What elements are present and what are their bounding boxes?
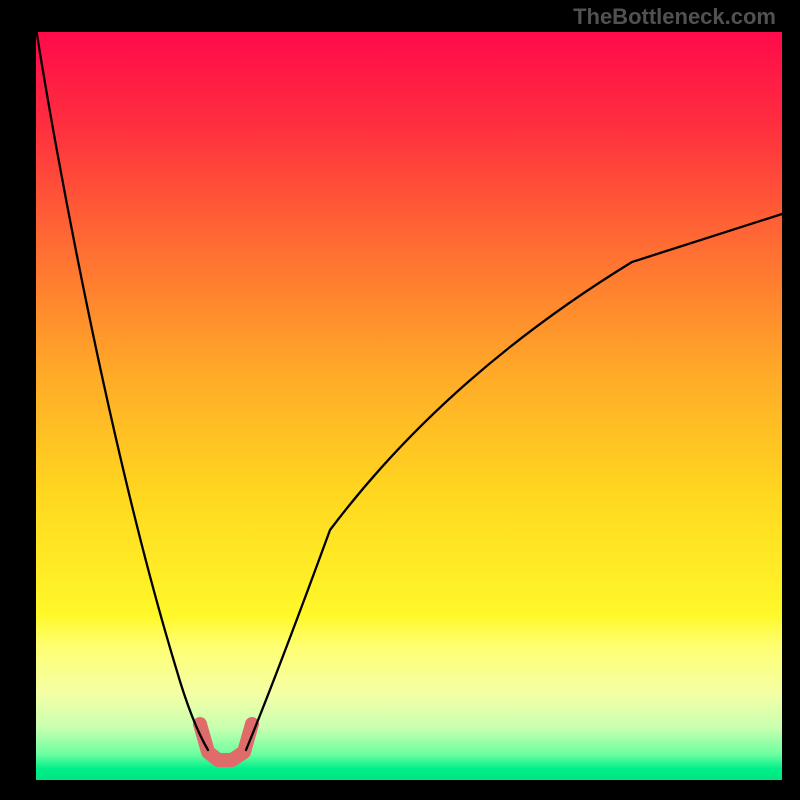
bottleneck-chart: [0, 0, 800, 800]
plot-gradient-background: [36, 32, 782, 780]
chart-container: TheBottleneck.com: [0, 0, 800, 800]
watermark-text: TheBottleneck.com: [573, 4, 776, 30]
